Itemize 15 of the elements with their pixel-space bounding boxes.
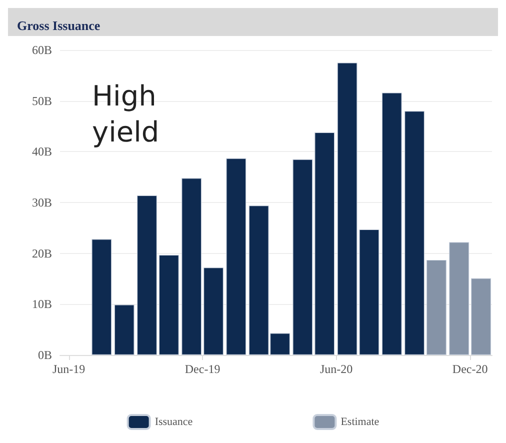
y-tick-label: 60B [32,43,52,57]
chart-title: Gross Issuance [17,18,100,33]
y-tick-label: 0B [38,348,52,362]
y-tick-label: 50B [32,94,52,108]
annotation: High yield [92,80,160,148]
y-tick-label: 40B [32,144,52,159]
x-tick-label: Dec-19 [184,362,220,376]
y-tick-label: 20B [32,246,52,260]
legend-label: Issuance [154,416,193,428]
y-tick-label: 30B [32,196,52,210]
legend-label: Estimate [340,416,380,428]
x-tick-label: Jun-20 [320,362,353,376]
x-tick-label: Jun-19 [52,362,86,376]
x-tick-label: Dec-20 [452,362,488,376]
y-tick-label: 10B [32,297,52,312]
